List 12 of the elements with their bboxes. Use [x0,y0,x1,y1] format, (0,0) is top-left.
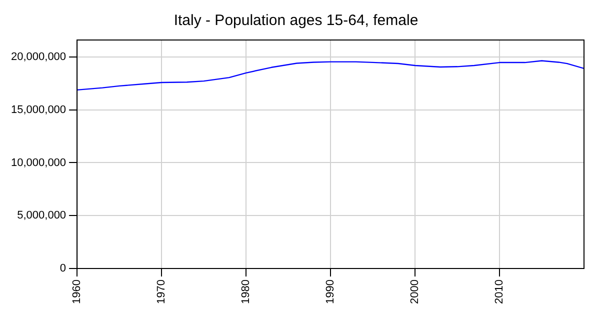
y-tick-label: 5,000,000 [17,210,66,222]
x-tick-label: 2000 [409,280,422,304]
x-tick-label: 2010 [494,280,506,304]
y-tick-label: 15,000,000 [10,104,66,116]
x-tick-label: 1990 [324,280,337,304]
y-tick-label: 20,000,000 [10,50,66,63]
x-tick-label: 1970 [156,280,168,304]
chart-title: Italy - Population ages 15-64, female [174,12,418,30]
y-tick-label: 10,000,000 [10,156,66,169]
y-tick-label: 0 [60,262,66,275]
x-tick-label: 1960 [71,280,84,304]
x-tick-label: 1980 [240,280,252,304]
